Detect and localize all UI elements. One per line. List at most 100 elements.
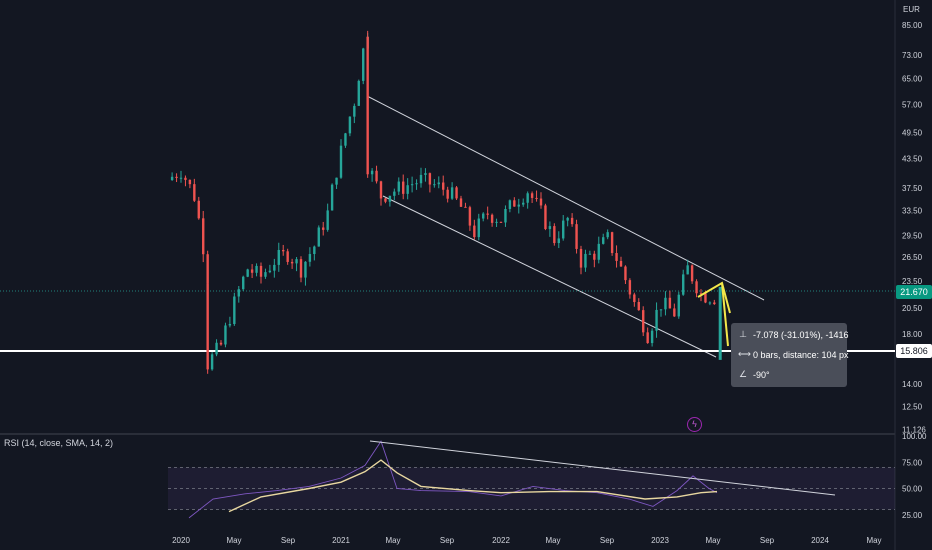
candle-body (718, 286, 722, 360)
x-tick-label: 2024 (811, 536, 829, 545)
rsi-y-tick-label: 25.00 (902, 511, 923, 520)
candle-body (597, 243, 600, 260)
candle-body (588, 253, 592, 255)
candle-body (446, 189, 449, 199)
candle-body (357, 80, 360, 106)
rsi-series-line (228, 459, 718, 513)
candle-body (388, 195, 392, 202)
y-tick-label: 11.126 (902, 426, 926, 435)
rsi-series-line (188, 440, 718, 519)
y-tick-label: 85.00 (902, 21, 923, 30)
currency-label: EUR (903, 5, 920, 14)
candle-body (548, 226, 552, 230)
y-tick-label: 57.00 (902, 100, 923, 109)
measure-tooltip: ⊥ -7.078 (-31.01%), -1416 ⟷ 0 bars, dist… (731, 323, 849, 387)
candle-body (655, 309, 658, 331)
candle-body (637, 302, 640, 311)
candle-body (419, 174, 423, 184)
candle-body (179, 177, 183, 179)
candle-body (615, 253, 618, 261)
candle-body (695, 281, 698, 294)
x-tick-label: Sep (440, 536, 455, 545)
x-tick-label: 2023 (651, 536, 669, 545)
x-tick-label: May (226, 536, 241, 545)
candle-body (193, 184, 196, 201)
candle-body (326, 210, 329, 230)
candle-body (442, 182, 445, 190)
ruler-icon: ⊥ (739, 329, 747, 339)
y-tick-label: 29.50 (902, 232, 923, 241)
flash-icon[interactable]: ϟ (687, 417, 702, 432)
candle-body (535, 197, 538, 199)
measure-angle: -90° (753, 369, 770, 380)
candle-body (424, 173, 427, 175)
candle-body (477, 218, 480, 238)
candle-body (530, 193, 534, 198)
measure-line (721, 282, 729, 347)
candle-body (206, 283, 209, 370)
candle-body (610, 232, 614, 254)
x-tick-label: 2020 (172, 536, 190, 545)
candle-body (459, 198, 463, 207)
candle-body (473, 225, 476, 238)
candle-body (526, 193, 529, 203)
y-tick-label: 49.50 (902, 129, 923, 138)
candle-body (664, 297, 667, 310)
candle-body (606, 232, 609, 238)
candle-body (713, 302, 716, 305)
candle-body (513, 200, 516, 207)
x-tick-label: May (705, 536, 720, 545)
candle-body (682, 274, 685, 295)
candle-body (522, 202, 525, 205)
candle-body (406, 185, 409, 194)
candle-body (619, 260, 623, 267)
candle-body (308, 254, 312, 262)
candle-body (708, 302, 712, 304)
candle-body (273, 264, 276, 271)
candle-body (330, 184, 334, 211)
candle-body (362, 48, 365, 81)
y-tick-label: 20.50 (902, 304, 923, 313)
candle-body (344, 133, 347, 146)
y-tick-label: 18.00 (902, 330, 923, 339)
candle-body (553, 226, 556, 244)
candle-body (299, 259, 303, 278)
candle-body (575, 224, 578, 249)
candle-body (384, 198, 387, 202)
candle-body (495, 221, 498, 223)
candle-body (504, 208, 507, 223)
candle-body (677, 294, 680, 317)
candle-body (304, 261, 307, 278)
candle-body (450, 187, 454, 199)
line-price-tag: 15.806 (896, 344, 932, 358)
candle-body (322, 227, 325, 230)
candle-body (566, 217, 569, 221)
candle-body (237, 289, 240, 297)
y-tick-label: 33.50 (902, 206, 923, 215)
candle-body (348, 116, 352, 134)
x-tick-label: Sep (760, 536, 775, 545)
candle-body (268, 270, 272, 273)
candle-body (602, 237, 605, 244)
last-price-tag: 21.670 (896, 285, 932, 299)
candle-body (259, 265, 263, 277)
candle-body (668, 297, 672, 309)
candle-body (633, 294, 636, 303)
candle-body (250, 269, 254, 273)
candle-body (402, 181, 405, 194)
candle-body (188, 179, 192, 185)
x-tick-label: Sep (600, 536, 615, 545)
candle-body (562, 220, 565, 239)
angle-icon: ∠ (738, 369, 748, 379)
candle-body (428, 173, 432, 185)
candle-body (242, 276, 245, 290)
candle-body (544, 205, 547, 230)
candle-body (557, 238, 560, 244)
channel-lower (382, 195, 717, 358)
candle-body (482, 213, 485, 219)
candle-body (415, 183, 418, 185)
candle-body (468, 207, 472, 226)
candle-body (246, 269, 249, 277)
range-icon: ⟷ (738, 349, 751, 359)
